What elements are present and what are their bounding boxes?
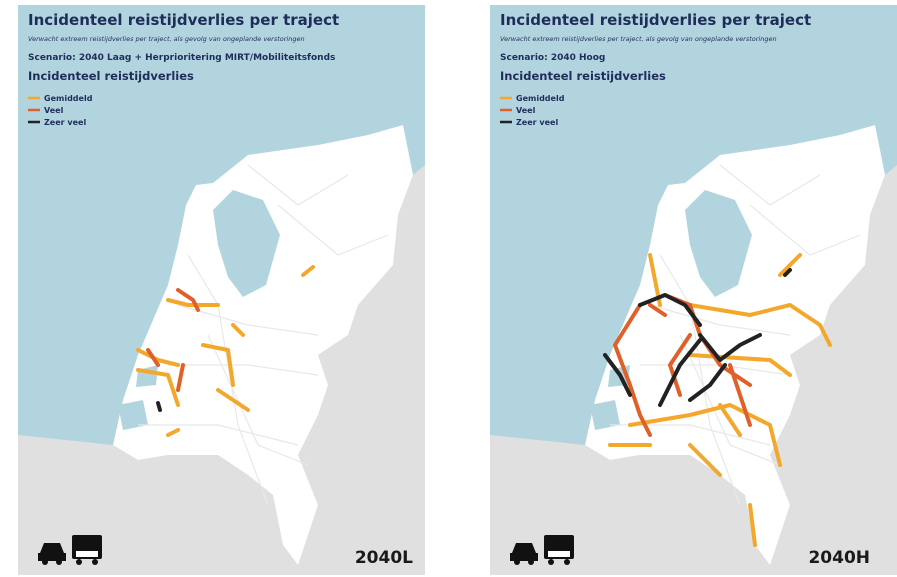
scenario: Scenario: 2040 Laag + Herprioritering MI… — [28, 53, 335, 63]
legend-item: Veel — [44, 106, 64, 115]
subtitle: Verwacht extreem reistijdverlies per tra… — [28, 35, 305, 43]
legend-item: Gemiddeld — [516, 94, 565, 103]
routes — [136, 265, 315, 437]
legend-title: Incidenteel reistijdverlies — [28, 69, 194, 83]
title: Incidenteel reistijdverlies per traject — [500, 11, 811, 29]
legend-item: Zeer veel — [44, 118, 86, 127]
scenario-label: 2040L — [355, 548, 413, 568]
scenario-label: 2040H — [808, 548, 870, 568]
legend-item: Gemiddeld — [44, 94, 93, 103]
title: Incidenteel reistijdverlies per traject — [28, 11, 339, 29]
map-base — [17, 4, 426, 576]
legend-title: Incidenteel reistijdverlies — [500, 69, 666, 83]
map-base — [489, 4, 897, 576]
legend-item: Zeer veel — [516, 118, 558, 127]
legend-item: Veel — [516, 106, 536, 115]
routes — [603, 253, 832, 547]
map-panel-right: Incidenteel reistijdverlies per traject … — [489, 4, 897, 576]
vehicle-icons — [38, 535, 102, 565]
subtitle: Verwacht extreem reistijdverlies per tra… — [500, 35, 777, 43]
map-panel-left: Incidenteel reistijdverlies per traject … — [17, 4, 426, 576]
scenario: Scenario: 2040 Hoog — [500, 53, 605, 63]
vehicle-icons — [510, 535, 574, 565]
